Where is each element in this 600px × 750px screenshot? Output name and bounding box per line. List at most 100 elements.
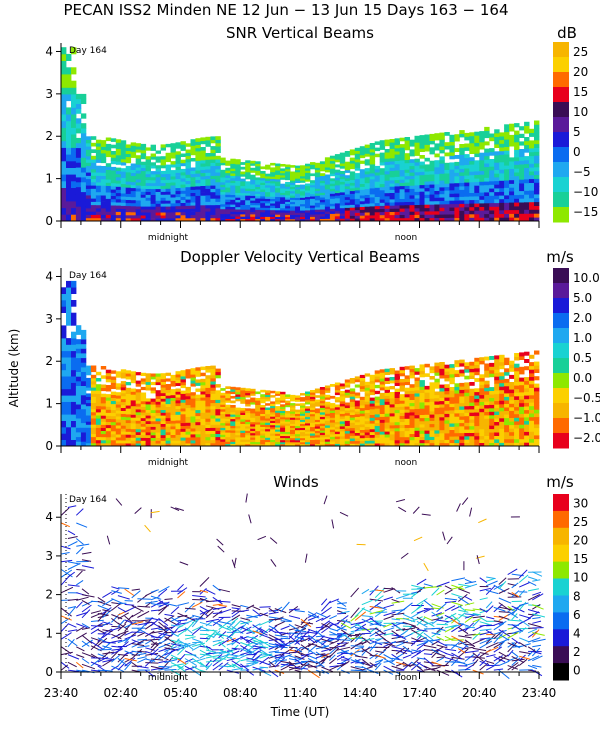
doppler-cell: [434, 436, 440, 440]
doppler-cell: [484, 363, 490, 368]
doppler-cell: [66, 312, 72, 320]
snr-cell: [339, 165, 346, 169]
doppler-cell: [444, 364, 450, 369]
doppler-cell: [419, 417, 425, 422]
snr-cell: [140, 203, 147, 207]
doppler-cell: [175, 376, 181, 381]
snr-cell: [225, 184, 231, 188]
snr-cell: [130, 202, 137, 207]
snr-cell: [240, 188, 246, 191]
doppler-cell: [110, 421, 117, 426]
wind-barb: [60, 664, 69, 671]
snr-cell: [474, 149, 480, 154]
doppler-cell: [429, 398, 435, 402]
doppler-cell: [170, 437, 176, 441]
doppler-cell: [434, 378, 440, 383]
doppler-cell: [165, 406, 171, 410]
snr-cell: [185, 208, 191, 213]
snr-cell: [489, 202, 495, 207]
doppler-cell: [265, 413, 271, 417]
snr-cell: [210, 185, 216, 189]
snr-cell: [305, 179, 311, 182]
doppler-cell: [195, 436, 201, 441]
doppler-cell: [379, 378, 386, 382]
snr-cell: [454, 175, 460, 180]
snr-cell: [434, 217, 440, 222]
doppler-cell: [215, 402, 221, 407]
doppler-cell: [509, 421, 515, 426]
doppler-cell: [364, 401, 371, 405]
doppler-cell: [519, 377, 525, 382]
snr-cell: [339, 218, 346, 222]
snr-cell: [160, 170, 166, 175]
doppler-cell: [444, 403, 450, 408]
doppler-cell: [170, 423, 176, 427]
doppler-cell: [524, 388, 530, 392]
doppler-cell: [474, 398, 480, 403]
doppler-cell: [235, 421, 241, 424]
snr-cell: [75, 206, 82, 212]
snr-cell: [389, 217, 395, 222]
snr-cell: [155, 171, 161, 175]
snr-cell: [384, 183, 390, 187]
doppler-cell: [314, 443, 321, 447]
snr-cell: [494, 132, 500, 137]
doppler-cell: [150, 376, 156, 380]
snr-cell: [464, 192, 470, 197]
snr-cell: [110, 151, 117, 155]
doppler-cell: [71, 369, 77, 377]
snr-cell: [494, 143, 500, 148]
snr-cell: [105, 192, 112, 196]
wind-barb: [76, 632, 87, 640]
doppler-cell: [200, 388, 206, 392]
snr-cell: [130, 172, 137, 176]
doppler-cell: [310, 405, 316, 408]
snr-cell: [250, 209, 256, 213]
doppler-cell: [255, 398, 261, 401]
snr-cell: [434, 207, 440, 212]
doppler-cell: [334, 397, 341, 400]
snr-cell: [354, 215, 361, 219]
snr-cell: [399, 163, 405, 167]
doppler-cell: [165, 415, 171, 419]
snr-cell: [489, 210, 495, 215]
doppler-cell: [280, 406, 286, 409]
doppler-cell: [105, 424, 112, 429]
doppler-cell: [100, 366, 107, 370]
snr-cell: [165, 170, 171, 174]
doppler-cell: [374, 379, 381, 383]
wind-barb: [117, 653, 128, 656]
snr-cell: [354, 161, 361, 166]
snr-cell: [130, 148, 137, 152]
doppler-cell: [240, 430, 246, 433]
snr-cell: [125, 184, 132, 188]
doppler-cell: [275, 406, 281, 409]
snr-cell: [394, 138, 400, 142]
doppler-cell: [324, 432, 331, 435]
snr-cell: [260, 182, 266, 185]
doppler-colorbar-swatch: [553, 418, 569, 434]
doppler-cell: [255, 404, 261, 408]
doppler-cell: [519, 435, 525, 440]
doppler-cell: [459, 412, 465, 417]
wind-barb: [150, 658, 164, 661]
doppler-cell: [469, 392, 475, 396]
wind-barb: [150, 665, 164, 670]
doppler-cell: [205, 439, 211, 444]
snr-cell: [66, 107, 72, 115]
doppler-cell: [295, 419, 301, 423]
doppler-cell: [329, 426, 336, 430]
wind-barb: [124, 615, 132, 623]
doppler-cell: [349, 440, 356, 444]
doppler-cell: [185, 369, 191, 373]
doppler-cell: [71, 427, 77, 434]
snr-cell: [534, 178, 540, 183]
wind-barb: [81, 640, 90, 647]
doppler-cell: [364, 398, 371, 402]
snr-cell: [514, 202, 520, 207]
doppler-cell: [519, 388, 525, 393]
doppler-cell: [75, 408, 82, 414]
wind-barb: [76, 522, 88, 528]
doppler-cell: [300, 407, 306, 410]
doppler-cell: [160, 404, 166, 408]
